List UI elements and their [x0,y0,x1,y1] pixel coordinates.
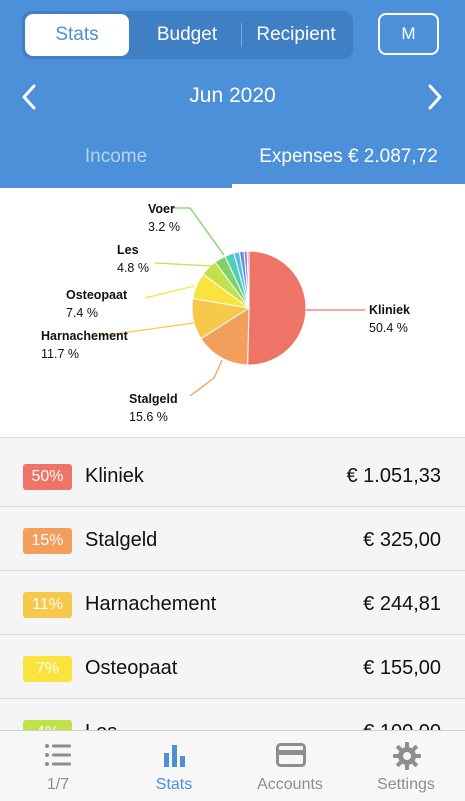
tab-list-label: 1/7 [46,776,70,793]
category-name: Les [85,721,117,730]
list-item-stalgeld[interactable]: 15% Stalgeld € 325,00 [0,507,465,571]
label-voer: Voer 3.2 % [148,200,180,236]
pie-slice-slice-10 [246,250,250,309]
prev-month-button[interactable] [16,80,46,114]
list-item-kliniek[interactable]: 50% Kliniek € 1.051,33 [0,443,465,507]
leader-line-harnachement [99,322,195,337]
label-osteopaat-pct: 7.4 % [66,306,98,320]
list-item-les[interactable]: 4% Les € 100,00 [0,699,465,730]
percent-badge: 7% [23,656,72,682]
segment-stats[interactable]: Stats [25,14,129,56]
category-name: Stalgeld [85,529,158,551]
segmented-control: Stats Budget Recipient [22,11,353,59]
percent-badge: 4% [23,720,72,730]
bar-chart-icon [164,745,185,767]
label-harnachement-pct: 11.7 % [41,347,79,361]
tab-underline [232,184,465,188]
label-stalgeld-pct: 15.6 % [129,410,168,424]
header-bar: Stats Budget Recipient M Jun 2020 Income… [0,0,465,188]
tab-settings[interactable]: Settings [348,731,464,801]
list-item-osteopaat[interactable]: 7% Osteopaat € 155,00 [0,635,465,699]
pie-svg [99,207,365,397]
label-les-pct: 4.8 % [117,261,149,275]
segment-divider [241,23,242,47]
list-item-harnachement[interactable]: 11% Harnachement € 244,81 [0,571,465,635]
label-kliniek-pct: 50.4 % [369,321,408,335]
row-divider [0,570,465,571]
tab-settings-label: Settings [377,776,435,793]
next-month-button[interactable] [420,80,450,114]
pie-slice-stalgeld [200,307,250,366]
chevron-right-icon [428,84,442,110]
tab-stats-label: Stats [155,776,193,793]
category-amount: € 100,00 [363,721,441,730]
label-harnachement-name: Harnachement [41,329,128,343]
gear-icon [393,742,421,770]
category-amount: € 244,81 [363,593,441,615]
m-button[interactable]: M [378,13,439,55]
label-kliniek-name: Kliniek [369,303,410,317]
category-name: Kliniek [85,465,144,487]
row-divider [0,698,465,699]
category-list: 50% Kliniek € 1.051,33 15% Stalgeld € 32… [0,438,465,730]
tab-expenses[interactable]: Expenses € 2.087,72 [259,146,438,167]
segment-budget[interactable]: Budget [156,24,218,45]
label-voer-pct: 3.2 % [148,220,180,234]
pie-slice-kliniek [247,250,307,366]
label-harnachement: Harnachement 11.7 % [41,327,128,363]
chart-separator [0,437,465,438]
leader-line-les [154,262,213,267]
category-name: Harnachement [85,593,217,615]
month-title: Jun 2020 [189,84,276,107]
category-name: Osteopaat [85,657,178,679]
category-amount: € 1.051,33 [346,465,441,487]
label-osteopaat-name: Osteopaat [66,288,128,302]
percent-badge: 50% [23,464,72,490]
tab-income[interactable]: Income [84,146,148,167]
label-voer-name: Voer [148,202,175,216]
label-osteopaat: Osteopaat 7.4 % [66,286,127,322]
percent-badge: 15% [23,528,72,554]
chevron-left-icon [22,84,36,110]
leader-line-voer [172,207,225,256]
leader-line-osteopaat [144,285,195,299]
tab-list[interactable]: 1/7 [0,731,116,801]
bottom-tab-bar: 1/7 Stats Accounts [0,730,465,801]
label-kliniek: Kliniek 50.4 % [369,301,410,337]
list-icon [45,744,71,766]
row-divider [0,506,465,507]
label-les: Les 4.8 % [117,241,149,277]
leader-line-stalgeld [189,359,223,397]
tab-stats[interactable]: Stats [116,731,232,801]
category-amount: € 155,00 [363,657,441,679]
tab-accounts-label: Accounts [257,776,323,793]
expense-pie-chart: Voer 3.2 % Les 4.8 % Osteopaat 7.4 % Har… [0,188,465,438]
row-divider [0,634,465,635]
percent-badge: 11% [23,592,72,618]
category-amount: € 325,00 [363,529,441,551]
label-les-name: Les [117,243,139,257]
label-stalgeld-name: Stalgeld [129,392,178,406]
card-icon [276,743,306,767]
label-stalgeld: Stalgeld 15.6 % [129,390,178,426]
tab-accounts[interactable]: Accounts [232,731,348,801]
segment-recipient[interactable]: Recipient [256,24,336,45]
